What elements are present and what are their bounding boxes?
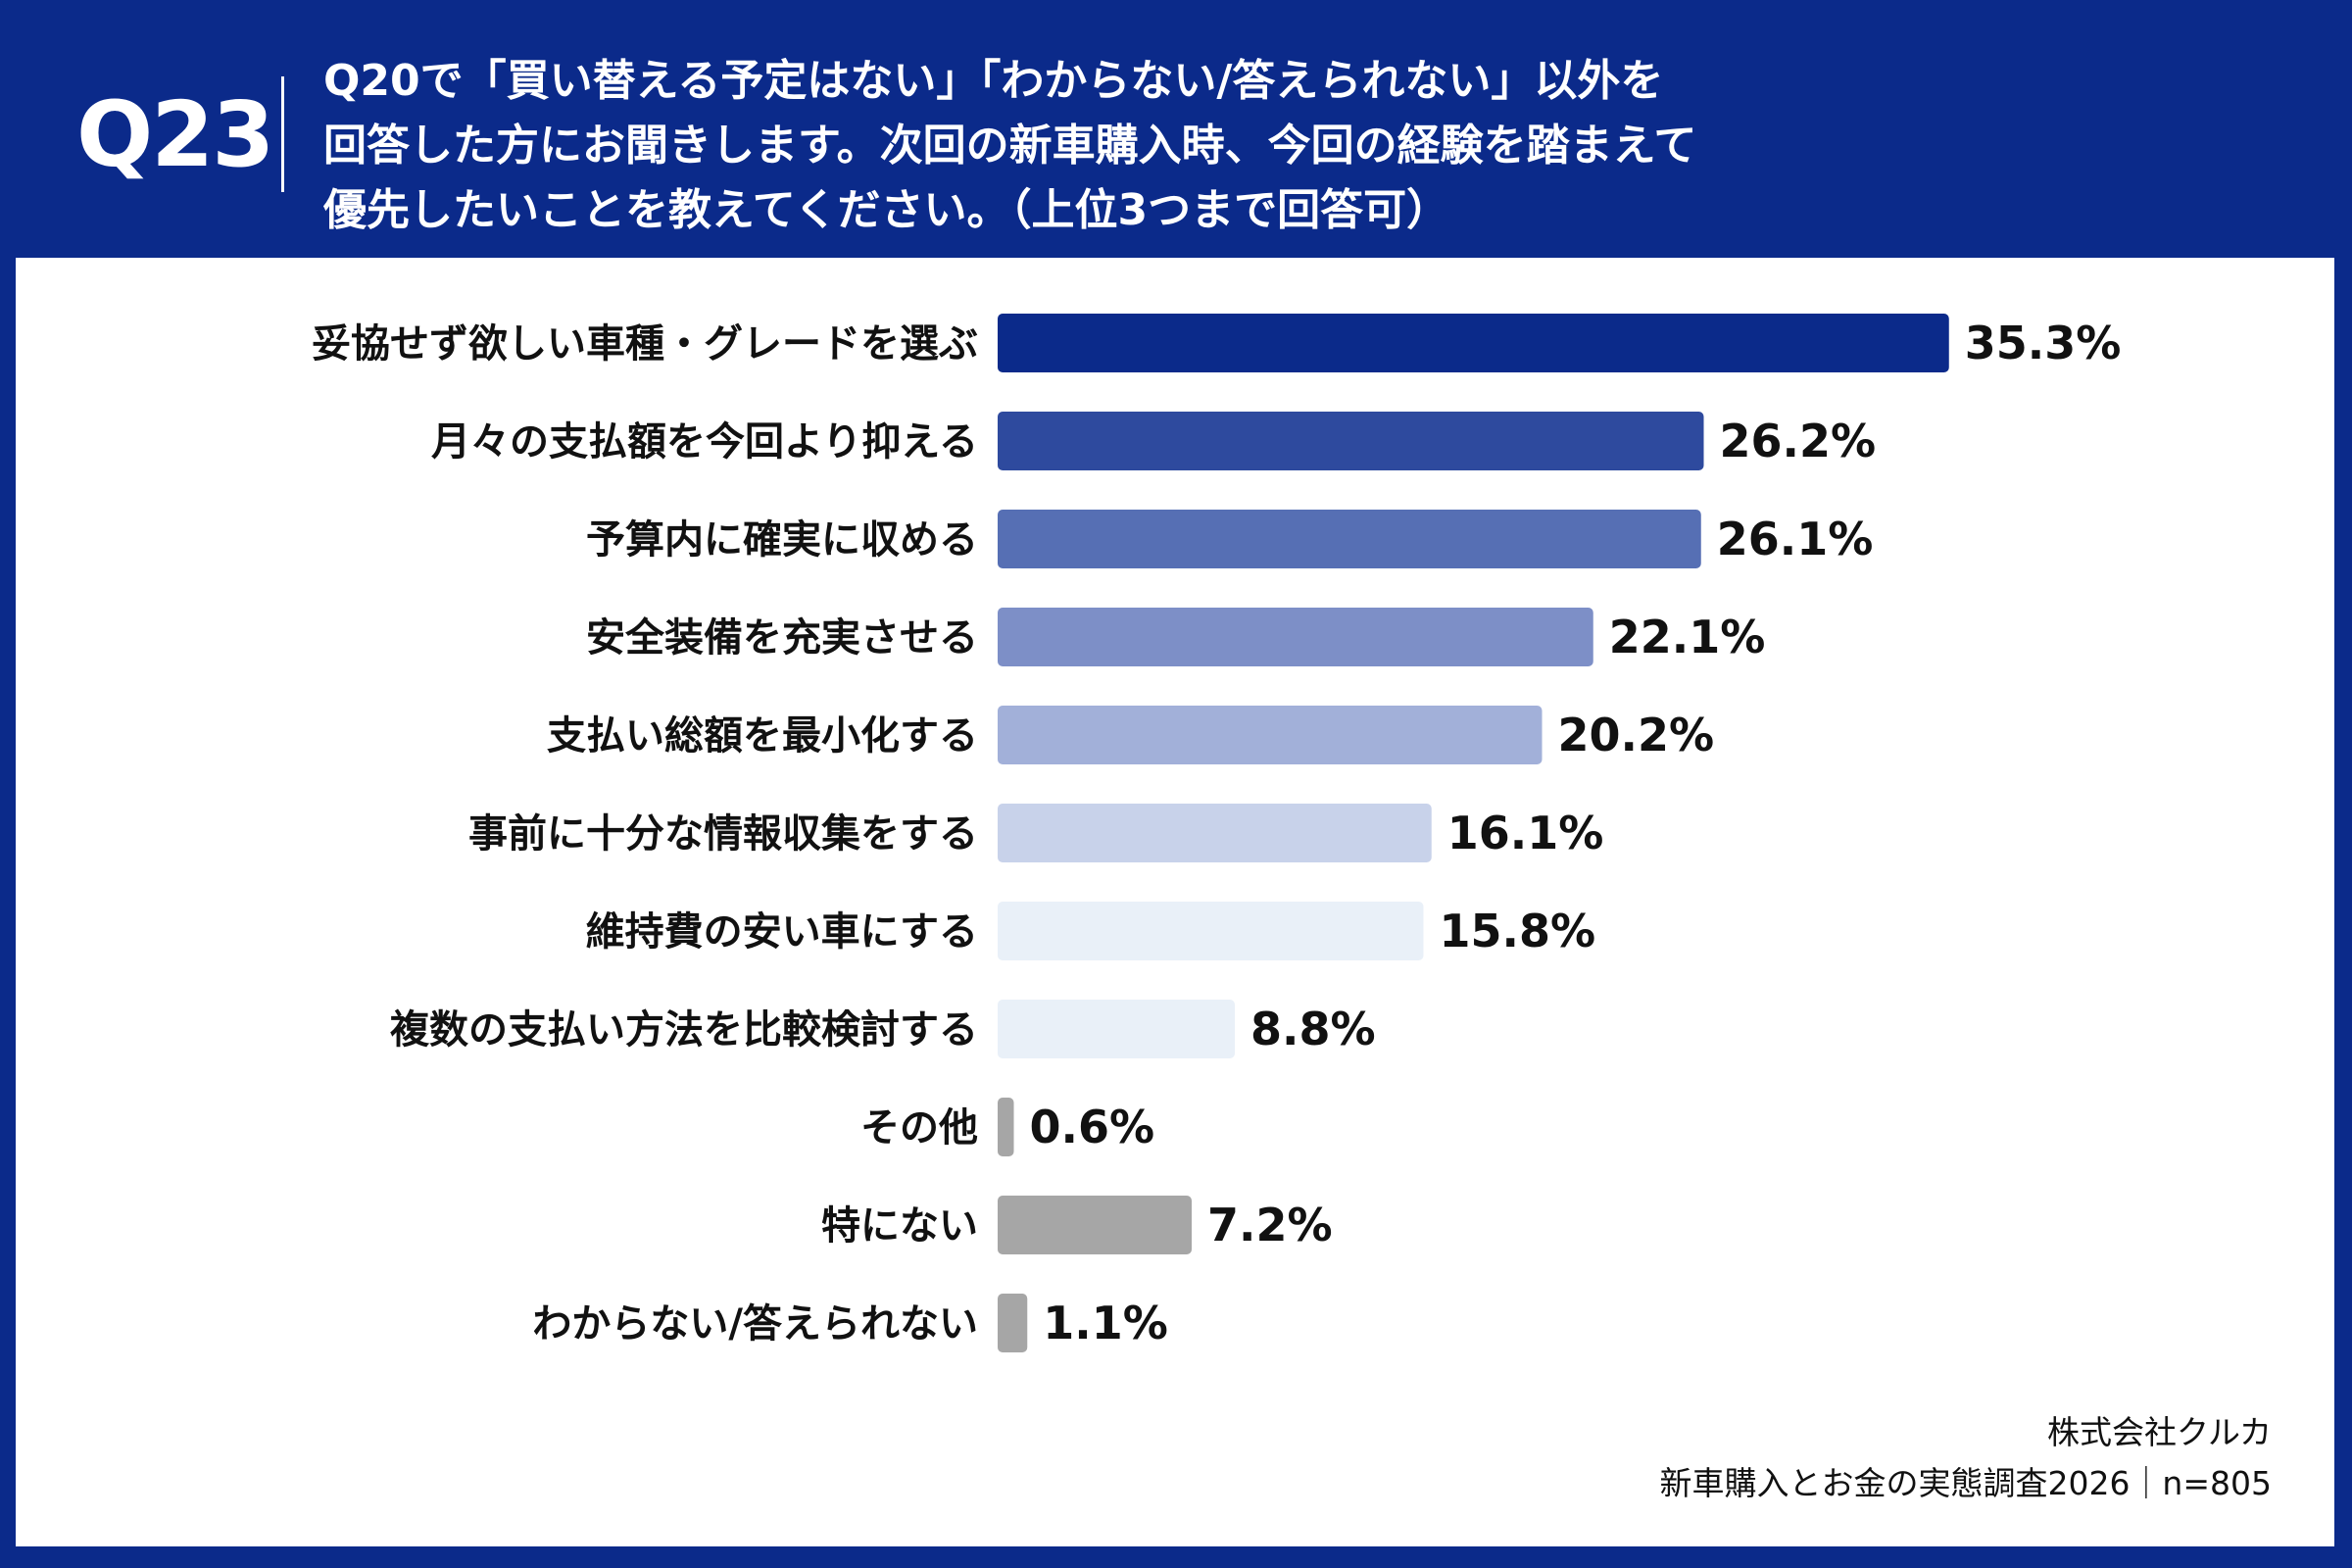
category-label: 特にない [821, 1203, 978, 1249]
bar [998, 1000, 1235, 1058]
category-label: 妥協せず欲しい車種・グレードを選ぶ [312, 321, 978, 367]
category-label: 維持費の安い車にする [586, 909, 978, 955]
bar [998, 1098, 1014, 1156]
category-label: 安全装備を充実させる [586, 615, 978, 661]
category-label: 予算内に確実に収める [586, 517, 978, 563]
question-line: 回答した方にお聞きします。次回の新車購入時、今回の経験を踏まえて [323, 121, 1697, 171]
category-label: 事前に十分な情報収集をする [468, 811, 978, 857]
bar [998, 608, 1593, 666]
category-label: 支払い総額を最小化する [547, 713, 978, 759]
header: Q23 Q20で「買い替える予定はない」「わからない/答えられない」以外を 回答… [0, 0, 2352, 255]
bar [998, 1294, 1028, 1352]
bar [998, 510, 1701, 568]
category-label: 月々の支払額を今回より抑える [431, 419, 978, 465]
value-label: 0.6% [1030, 1101, 1155, 1153]
value-label: 8.8% [1250, 1003, 1376, 1055]
value-label: 22.1% [1609, 611, 1766, 663]
header-divider [281, 76, 284, 192]
category-label: 複数の支払い方法を比較検討する [390, 1007, 978, 1053]
bar [998, 314, 1949, 372]
question-line: Q20で「買い替える予定はない」「わからない/答えられない」以外を [323, 56, 1664, 106]
value-label: 7.2% [1207, 1199, 1333, 1251]
bar-chart: 妥協せず欲しい車種・グレードを選ぶ 35.3% 月々の支払額を今回より抑える 26.2… [312, 314, 2122, 1352]
company-name: 株式会社クルカ [2046, 1413, 2272, 1451]
value-label: 26.1% [1717, 513, 1874, 565]
chart-panel: 妥協せず欲しい車種・グレードを選ぶ 35.3% 月々の支払額を今回より抑える 26.2… [16, 258, 2334, 1546]
question-line: 優先したいことを教えてください。（上位3つまで回答可） [323, 185, 1450, 235]
value-label: 16.1% [1447, 807, 1604, 859]
category-label: わからない/答えられない [532, 1301, 978, 1347]
bar [998, 902, 1424, 960]
bar [998, 804, 1432, 862]
bar [998, 1196, 1192, 1254]
value-label: 1.1% [1043, 1297, 1168, 1349]
question-number: Q23 [76, 82, 274, 187]
survey-source: 新車購入とお金の実態調査2026｜n=805 [1659, 1464, 2272, 1502]
bar [998, 706, 1543, 764]
value-label: 35.3% [1965, 317, 2122, 369]
question-text: Q20で「買い替える予定はない」「わからない/答えられない」以外を 回答した方に… [323, 49, 1989, 243]
value-label: 15.8% [1440, 905, 1596, 957]
value-label: 26.2% [1720, 415, 1877, 467]
value-label: 20.2% [1558, 709, 1715, 761]
footer: 株式会社クルカ 新車購入とお金の実態調査2026｜n=805 [1659, 1407, 2272, 1509]
category-label: その他 [860, 1105, 978, 1151]
bar [998, 412, 1704, 470]
